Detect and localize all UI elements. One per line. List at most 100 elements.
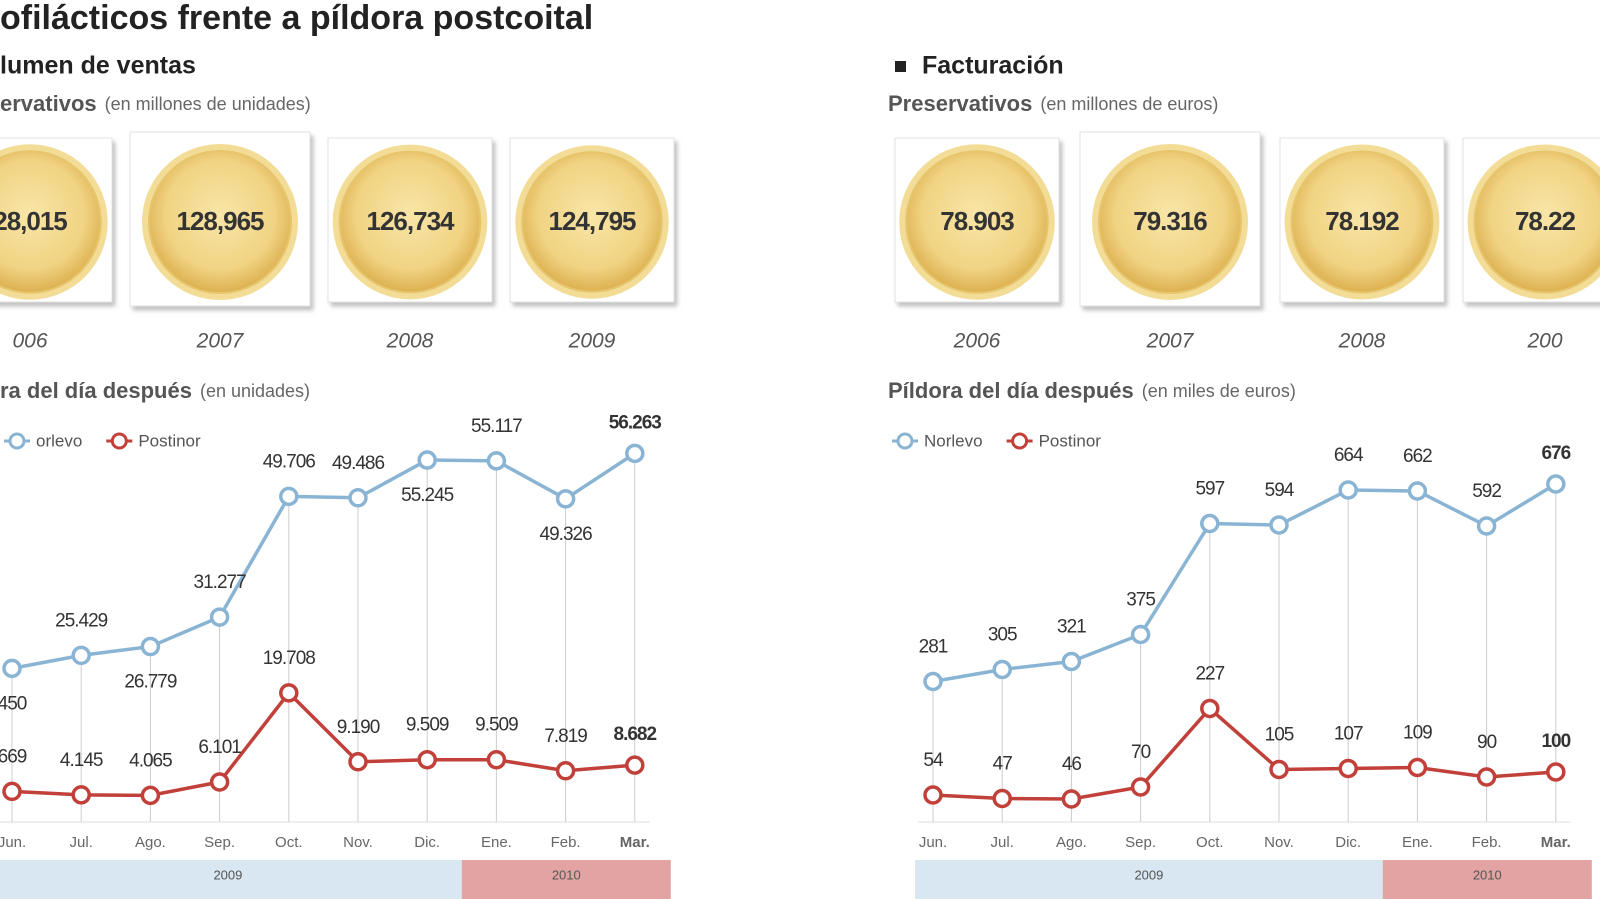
x-tick-label: Oct. bbox=[1196, 834, 1224, 851]
value-label: 9.509 bbox=[406, 715, 449, 736]
x-tick-label: Nov. bbox=[1264, 834, 1294, 851]
value-label: 109 bbox=[1403, 723, 1432, 744]
point bbox=[417, 749, 437, 770]
value-label: 281 bbox=[919, 637, 948, 658]
point bbox=[923, 671, 943, 692]
coins-title: Preservativos (en millones de euros) bbox=[888, 91, 1218, 116]
coin-label: 78.192 bbox=[1325, 206, 1399, 236]
coins-title-text: Preservativos bbox=[888, 91, 1032, 116]
value-label: 592 bbox=[1472, 481, 1501, 502]
period-band bbox=[461, 860, 671, 899]
point bbox=[992, 788, 1012, 809]
legend-marker bbox=[110, 432, 128, 450]
period-label: 2010 bbox=[1473, 867, 1502, 882]
coin-label: 126,734 bbox=[367, 206, 456, 236]
value-label: 55.245 bbox=[401, 485, 454, 506]
value-label: 9.190 bbox=[337, 717, 380, 738]
value-label: 70 bbox=[1131, 742, 1151, 763]
period-band bbox=[1382, 860, 1592, 899]
period-band bbox=[0, 860, 462, 899]
point bbox=[1476, 516, 1497, 536]
value-label: 49.486 bbox=[332, 453, 385, 474]
point bbox=[625, 443, 645, 464]
point bbox=[1061, 651, 1082, 672]
chart-title-text: Píldora del día después bbox=[888, 378, 1134, 403]
coin bbox=[338, 150, 482, 294]
coin-label: 28,015 bbox=[0, 206, 67, 236]
x-tick-label: Jul. bbox=[991, 834, 1014, 851]
point bbox=[625, 755, 645, 775]
coins-unit: (en millones de euros) bbox=[1040, 94, 1218, 114]
value-label: 594 bbox=[1265, 480, 1295, 501]
coin-year: 200 bbox=[1526, 330, 1562, 353]
coin-label: 78.903 bbox=[940, 206, 1014, 236]
coin-year: 2007 bbox=[196, 330, 245, 353]
x-tick-label: Dic. bbox=[414, 834, 440, 851]
legend-marker bbox=[1011, 432, 1029, 450]
point bbox=[140, 785, 161, 806]
coin-year: 2006 bbox=[953, 330, 1001, 353]
point bbox=[209, 772, 230, 792]
point bbox=[348, 488, 368, 508]
coin bbox=[1473, 150, 1600, 294]
x-tick-label: Jun. bbox=[919, 834, 947, 851]
value-label: 4.145 bbox=[60, 750, 103, 771]
point bbox=[1269, 759, 1289, 780]
x-tick-label: Oct. bbox=[275, 834, 303, 851]
legend-marker bbox=[8, 432, 26, 450]
value-label: 6.101 bbox=[198, 737, 241, 758]
point bbox=[2, 781, 22, 802]
point bbox=[1130, 777, 1151, 797]
point bbox=[417, 450, 437, 470]
point bbox=[555, 489, 576, 509]
point bbox=[1130, 624, 1151, 645]
coin-year: 2007 bbox=[1146, 330, 1195, 353]
value-label: 49.706 bbox=[263, 451, 316, 472]
coin-label: 78.22 bbox=[1515, 206, 1576, 236]
x-tick-label: Jul. bbox=[70, 834, 93, 851]
point bbox=[486, 749, 507, 770]
value-label: 107 bbox=[1334, 724, 1363, 745]
section-title: Facturación bbox=[922, 52, 1064, 80]
period-label: 2009 bbox=[213, 867, 242, 882]
point bbox=[1476, 767, 1497, 787]
series-line bbox=[11, 451, 636, 671]
value-label: 227 bbox=[1195, 664, 1224, 685]
point bbox=[209, 607, 230, 627]
section-bullet bbox=[895, 61, 906, 72]
x-tick-label: Mar. bbox=[620, 834, 650, 851]
value-label: 31.277 bbox=[194, 572, 247, 593]
chart-subtitle: (en unidades) bbox=[200, 381, 310, 401]
point bbox=[1546, 474, 1566, 494]
point bbox=[71, 785, 91, 805]
value-label: 100 bbox=[1541, 731, 1570, 752]
x-tick-label: Nov. bbox=[343, 834, 373, 851]
point bbox=[923, 785, 943, 805]
legend-label: Norlevo bbox=[924, 431, 983, 450]
x-tick-label: Sep. bbox=[204, 834, 235, 851]
point bbox=[279, 486, 299, 507]
point bbox=[1407, 481, 1428, 501]
point bbox=[1200, 698, 1220, 719]
x-tick-label: Mar. bbox=[1541, 834, 1571, 851]
point bbox=[71, 645, 91, 666]
section-title: lumen de ventas bbox=[0, 52, 196, 80]
series-line bbox=[932, 482, 1557, 684]
coin-label: 79.316 bbox=[1133, 206, 1207, 236]
value-label: 4.065 bbox=[129, 750, 172, 771]
coin bbox=[1290, 150, 1434, 294]
page-title: ofilácticos frente a píldora postcoital bbox=[0, 0, 593, 37]
value-label: 664 bbox=[1334, 445, 1364, 466]
point bbox=[555, 761, 576, 781]
point bbox=[1269, 515, 1289, 535]
value-label: 7.819 bbox=[544, 726, 587, 747]
coin bbox=[1098, 150, 1242, 294]
chart-title-text: ra del día después bbox=[0, 378, 192, 403]
series-line bbox=[932, 706, 1556, 801]
point bbox=[1200, 513, 1220, 534]
value-label: 321 bbox=[1057, 617, 1086, 638]
x-tick-label: Ago. bbox=[1056, 834, 1087, 851]
point bbox=[279, 683, 299, 703]
legend-label: Postinor bbox=[1039, 431, 1102, 450]
